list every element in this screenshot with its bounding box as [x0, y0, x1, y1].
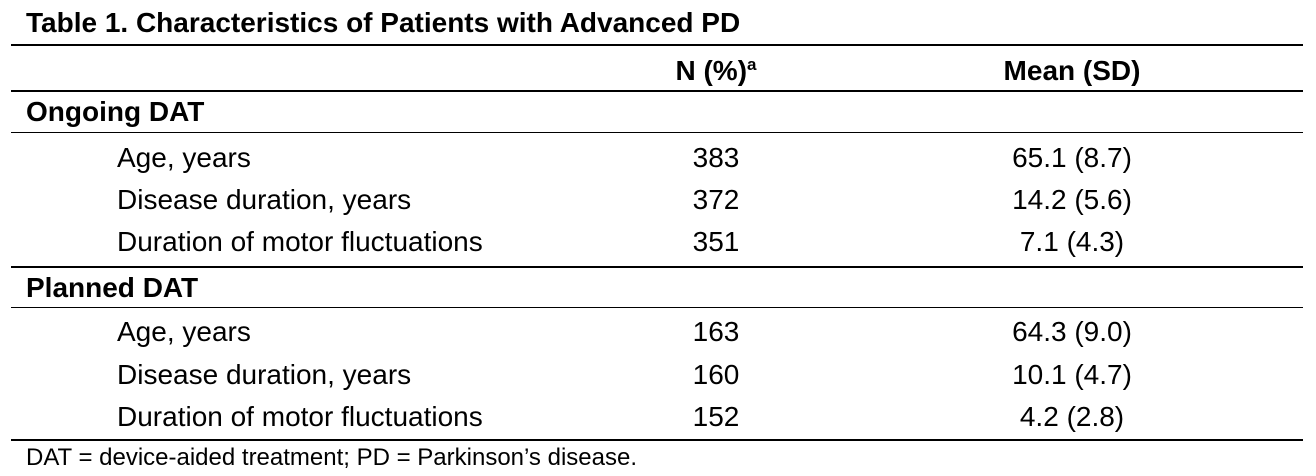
table-row-label: Disease duration, years — [117, 184, 412, 215]
bottom-rule — [11, 439, 1303, 441]
table-row-n: 152 — [692, 401, 740, 432]
table-row-n: 383 — [692, 142, 740, 173]
table-row-label: Duration of motor fluctuations — [117, 226, 483, 257]
header-rule — [11, 90, 1303, 92]
table-row-label: Disease duration, years — [117, 359, 412, 390]
group-heading-planned: Planned DAT — [26, 272, 199, 303]
table-row-n: 163 — [692, 316, 740, 347]
table-row-mean: 64.3 (9.0) — [1012, 316, 1132, 347]
table-row-mean: 14.2 (5.6) — [1012, 184, 1132, 215]
table-footnote: DAT = device-aided treatment; PD = Parki… — [26, 444, 637, 471]
table-row-mean: 4.2 (2.8) — [1019, 401, 1125, 432]
table-row-label: Duration of motor fluctuations — [117, 401, 483, 432]
column-header-n-superscript: a — [747, 55, 757, 74]
table-row-mean: 7.1 (4.3) — [1019, 226, 1125, 257]
group-heading-ongoing: Ongoing DAT — [26, 96, 205, 127]
top-rule — [11, 44, 1303, 46]
planned-group-rule — [11, 307, 1303, 308]
table-row-n: 372 — [692, 184, 740, 215]
column-header-mean: Mean (SD) — [1003, 55, 1141, 86]
table-row-mean: 10.1 (4.7) — [1012, 359, 1132, 390]
table-title: Table 1. Characteristics of Patients wit… — [26, 7, 741, 38]
column-header-n: N (%)a — [616, 51, 816, 91]
ongoing-group-rule — [11, 132, 1303, 133]
table-row-n: 351 — [692, 226, 740, 257]
section-rule — [11, 266, 1303, 268]
table-row-label: Age, years — [117, 316, 251, 347]
table-row-mean: 65.1 (8.7) — [1012, 142, 1132, 173]
column-header-n-label: N (%) — [675, 55, 748, 86]
table-row-label: Age, years — [117, 142, 251, 173]
table-row-n: 160 — [692, 359, 740, 390]
